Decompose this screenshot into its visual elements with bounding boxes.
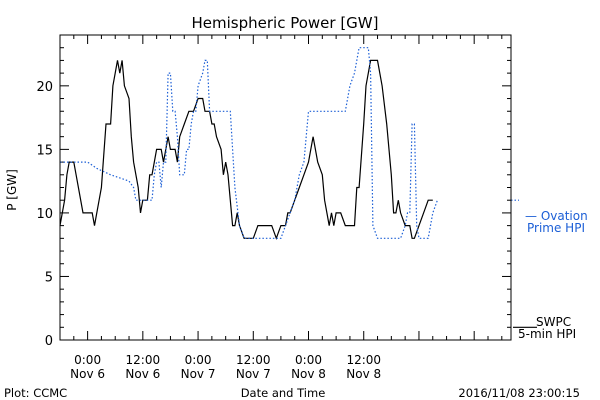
y-tick-label: 15 [36,143,53,158]
x-tick-date-label: Nov 8 [346,367,381,381]
x-tick-date-label: Nov 7 [181,367,216,381]
legend-swpc-line2: 5-min HPI [518,327,576,341]
plot-credit: Plot: CCMC [4,386,67,400]
series-swpc-5-min-hpi [59,59,433,241]
series-lines [59,47,438,241]
y-tick-label: 5 [45,270,53,285]
x-tick-date-label: Nov 6 [125,367,160,381]
x-tick-date-label: Nov 6 [70,367,105,381]
y-axis-label: P [GW] [5,169,19,211]
legend-ovation-line2: Prime HPI [527,221,585,235]
y-tick-label: 10 [36,207,53,222]
y-tick-labels: 0 5 10 15 20 [36,80,53,349]
x-tick-date-label: Nov 7 [236,367,271,381]
y-tick-label: 20 [36,80,53,95]
legend-swpc-line1: SWPC [536,315,571,329]
x-tick-time-label: 12:00 [236,353,271,367]
x-tick-time-label: 0:00 [74,353,101,367]
y-tick-label: 0 [45,334,53,349]
axis-ticks [59,34,511,341]
x-axis-label: Date and Time [241,386,326,400]
legend-ovation-line1: — Ovation [525,209,588,223]
x-tick-date-label: Nov 8 [291,367,326,381]
x-tick-time-label: 0:00 [295,353,322,367]
plot-frame [59,34,512,341]
x-tick-time-label: 12:00 [126,353,161,367]
x-tick-time-label: 12:00 [346,353,381,367]
chart-title: Hemispheric Power [GW] [192,14,379,32]
x-tick-time-label: 0:00 [185,353,212,367]
plot-timestamp: 2016/11/08 23:00:15 [458,386,580,400]
